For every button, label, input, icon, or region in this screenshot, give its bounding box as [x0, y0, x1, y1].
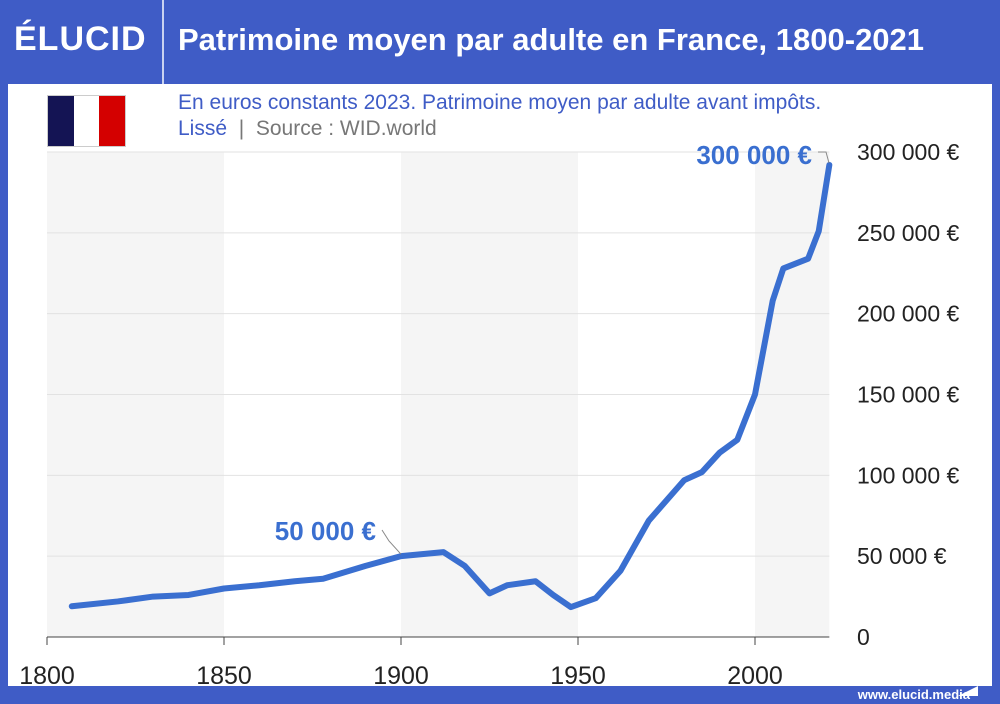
annotation-leader	[818, 151, 830, 164]
subtitle-line: En euros constants 2023. Patrimoine moye…	[178, 91, 822, 114]
x-tick-label: 1800	[19, 662, 75, 690]
series-line	[68, 161, 833, 611]
france-flag-icon	[47, 95, 126, 147]
source-label: Source : WID.world	[255, 117, 437, 140]
x-tick-label: 1900	[373, 662, 429, 690]
elucid-logo: ÉLUCID	[14, 20, 147, 58]
footer-url[interactable]: www.elucid.media	[857, 687, 970, 702]
elucid-mark-icon	[958, 686, 978, 696]
y-tick-label: 0	[857, 624, 870, 650]
y-tick-label: 300 000 €	[857, 139, 960, 165]
y-tick-label: 200 000 €	[857, 301, 960, 327]
divider	[162, 0, 164, 84]
separator: |	[238, 117, 245, 140]
y-tick-label: 150 000 €	[857, 382, 960, 408]
smoothed-label: Lissé	[178, 117, 228, 140]
annotation-label: 50 000 €	[275, 516, 376, 546]
x-tick-label: 1850	[196, 662, 252, 690]
y-tick-label: 50 000 €	[857, 543, 947, 569]
x-tick-label: 2000	[727, 662, 783, 690]
x-tick-label: 1950	[550, 662, 606, 690]
header: ÉLUCID Patrimoine moyen par adulte en Fr…	[0, 0, 1000, 84]
y-tick-label: 100 000 €	[857, 462, 960, 488]
y-tick-label: 250 000 €	[857, 220, 960, 246]
annotation-label: 300 000 €	[696, 140, 812, 170]
page-title: Patrimoine moyen par adulte en France, 1…	[178, 22, 925, 57]
annotation-leader	[381, 529, 402, 555]
subtitle: En euros constants 2023. Patrimoine moye…	[178, 90, 821, 142]
